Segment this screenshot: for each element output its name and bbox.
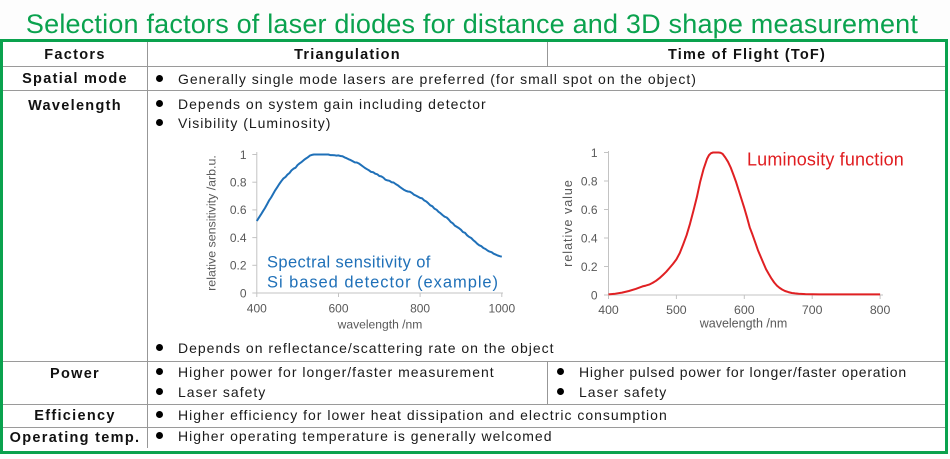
svg-text:0.4: 0.4: [581, 231, 598, 245]
svg-text:0.8: 0.8: [230, 176, 247, 190]
svg-text:relative value: relative value: [561, 179, 575, 267]
svg-text:500: 500: [666, 303, 687, 317]
svg-text:0.6: 0.6: [230, 203, 247, 217]
svg-text:1: 1: [240, 148, 247, 162]
svg-text:400: 400: [598, 303, 619, 317]
svg-text:wavelength /nm: wavelength /nm: [699, 317, 788, 331]
svg-text:1: 1: [591, 146, 598, 160]
svg-text:400: 400: [247, 302, 267, 316]
svg-text:wavelength /nm: wavelength /nm: [337, 318, 423, 332]
svg-text:800: 800: [410, 302, 430, 316]
svg-text:600: 600: [734, 303, 755, 317]
svg-text:Spectral sensitivity of: Spectral sensitivity of: [267, 254, 431, 272]
svg-text:0.4: 0.4: [230, 231, 247, 245]
svg-text:600: 600: [328, 302, 348, 316]
svg-text:0.2: 0.2: [230, 259, 247, 273]
svg-text:0: 0: [591, 288, 598, 302]
svg-text:Luminosity function: Luminosity function: [747, 150, 904, 170]
svg-text:relative sensitivity /arb.u.: relative sensitivity /arb.u.: [205, 155, 219, 291]
svg-text:1000: 1000: [488, 302, 515, 316]
svg-text:700: 700: [802, 303, 823, 317]
svg-text:800: 800: [870, 303, 891, 317]
svg-text:0.2: 0.2: [581, 260, 598, 274]
svg-text:0.8: 0.8: [581, 174, 598, 188]
svg-text:0: 0: [240, 286, 247, 300]
svg-text:Si based detector (example): Si based detector (example): [267, 274, 499, 292]
svg-text:0.6: 0.6: [581, 203, 598, 217]
